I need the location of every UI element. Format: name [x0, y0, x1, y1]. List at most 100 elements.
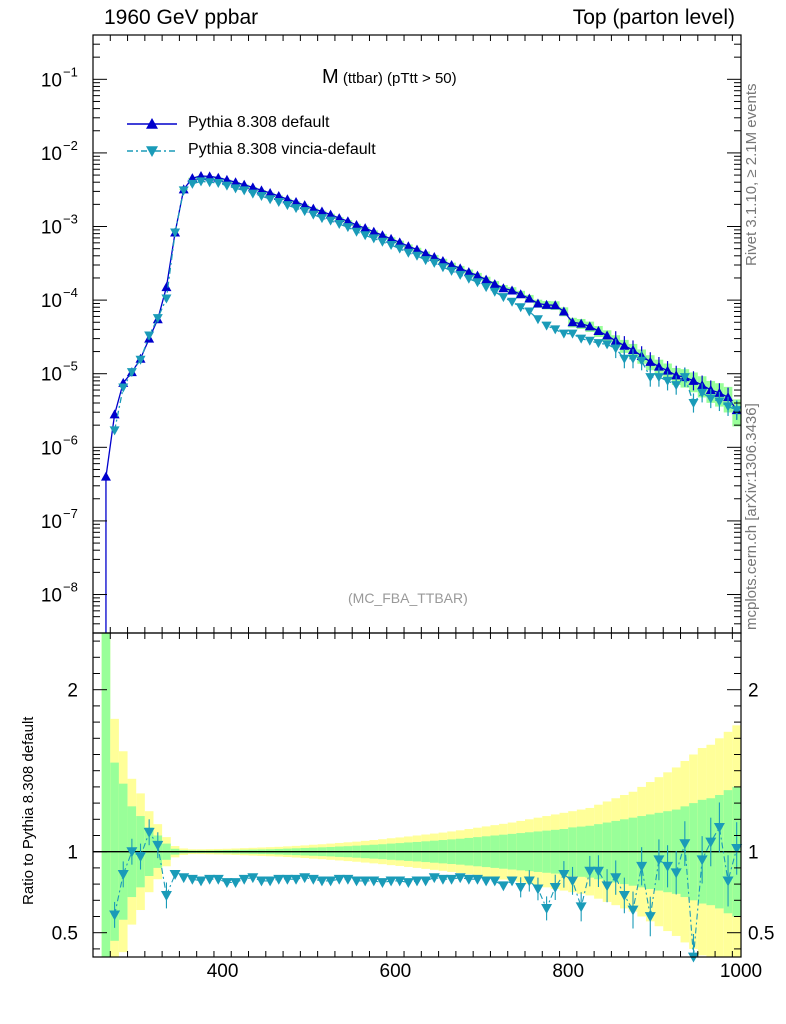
- series-default-line: [105, 175, 738, 477]
- ratio-vincia-point: [592, 866, 604, 877]
- series-default-point: [558, 306, 569, 316]
- series-default-point: [472, 270, 483, 280]
- y-tick-label: 10: [41, 70, 62, 91]
- ratio-vincia-point: [376, 878, 388, 888]
- series-vincia-point: [221, 181, 232, 191]
- ratio-vincia-point: [705, 837, 717, 848]
- series-vincia-point: [558, 329, 569, 339]
- ratio-y-tick-label-right: 2: [748, 681, 759, 702]
- ratio-vincia-point: [463, 874, 475, 885]
- ratio-vincia-point: [109, 910, 121, 921]
- ratio-vincia-point: [610, 873, 622, 884]
- y-tick-exponent: −4: [63, 285, 78, 300]
- ratio-vincia-point: [307, 874, 319, 885]
- ratio-vincia-point: [333, 874, 345, 885]
- series-vincia-point: [420, 256, 431, 266]
- ratio-vincia-point: [169, 869, 181, 880]
- series-default-point: [100, 471, 111, 481]
- ratio-vincia-point: [584, 866, 596, 877]
- y-tick-label: 10: [41, 291, 62, 312]
- ratio-vincia-point: [290, 874, 302, 885]
- ratio-y-tick-label-right: 0.5: [748, 924, 774, 945]
- series-vincia-point: [316, 214, 327, 224]
- plot-title-main: M: [322, 66, 339, 88]
- ratio-vincia-point: [255, 876, 267, 887]
- series-vincia-point: [239, 186, 250, 196]
- series-vincia-point: [178, 186, 189, 196]
- series-vincia-point: [576, 334, 587, 344]
- series-vincia-point: [265, 195, 276, 205]
- ratio-y-tick-label-left: 1: [67, 843, 78, 864]
- series-default-point: [291, 197, 302, 207]
- ratio-vincia-point: [186, 874, 198, 885]
- series-default-point: [645, 356, 656, 366]
- ratio-vincia-point: [523, 876, 535, 887]
- series-default-point: [532, 298, 543, 308]
- ratio-vincia-point: [402, 878, 414, 888]
- x-tick-label: 600: [380, 961, 412, 982]
- series-vincia-point: [360, 231, 371, 241]
- series-default-point: [481, 274, 492, 284]
- y-tick-label: 10: [41, 586, 62, 607]
- ratio-vincia-point: [359, 876, 371, 887]
- y-tick-exponent: −7: [63, 506, 78, 521]
- series-vincia-point: [118, 383, 129, 393]
- series-default-point: [688, 375, 699, 385]
- ratio-vincia-point: [238, 874, 250, 885]
- y-tick-exponent: −6: [63, 432, 78, 447]
- x-tick-label: 1000: [720, 961, 762, 982]
- series-vincia-point: [731, 406, 742, 416]
- ratio-vincia-point: [126, 847, 138, 858]
- series-default-point: [247, 182, 258, 192]
- series-default-point: [515, 289, 526, 299]
- header-right-label: Top (parton level): [572, 6, 735, 29]
- ratio-vincia-point: [135, 852, 147, 863]
- ratio-vincia-point: [273, 874, 285, 885]
- ratio-vincia-point: [195, 876, 207, 887]
- series-vincia-point: [679, 373, 690, 383]
- ratio-vincia-point: [152, 840, 164, 851]
- ratio-vincia-point: [160, 891, 172, 901]
- series-default-point: [394, 237, 405, 247]
- series-default-point: [316, 206, 327, 216]
- series-vincia-point: [532, 315, 543, 325]
- y-tick-exponent: −3: [63, 212, 78, 227]
- ratio-vincia-point: [264, 876, 276, 887]
- ratio-vincia-point: [471, 874, 483, 885]
- series-vincia-point: [463, 274, 474, 284]
- ratio-vincia-point: [394, 876, 406, 887]
- series-vincia-point: [135, 355, 146, 365]
- series-vincia-point: [325, 216, 336, 226]
- ratio-y-axis-label: Ratio to Pythia 8.308 default: [20, 716, 37, 905]
- ratio-vincia-point: [454, 873, 466, 884]
- series-default-point: [429, 252, 440, 262]
- ratio-vincia-point: [368, 876, 380, 887]
- ratio-vincia-point: [575, 902, 587, 913]
- series-default-point: [498, 283, 509, 293]
- ratio-vincia-point: [212, 874, 224, 885]
- x-tick-label: 800: [552, 961, 584, 982]
- ratio-vincia-point: [411, 876, 423, 887]
- ratio-vincia-point: [515, 882, 527, 893]
- series-vincia-point: [394, 244, 405, 254]
- series-vincia-point: [697, 388, 708, 398]
- legend-entry-default: Pythia 8.308 default: [188, 114, 330, 131]
- series-vincia-point: [645, 373, 656, 383]
- analysis-tag: (MC_FBA_TTBAR): [348, 590, 468, 606]
- ratio-vincia-point: [428, 873, 440, 884]
- ratio-vincia-point: [420, 876, 432, 887]
- ratio-vincia-point: [281, 874, 293, 885]
- series-vincia-point: [550, 325, 561, 335]
- ratio-vincia-point: [653, 855, 665, 866]
- series-vincia-point: [204, 178, 215, 188]
- series-vincia-point: [636, 356, 647, 366]
- series-vincia-point: [256, 191, 267, 201]
- ratio-vincia-point: [247, 873, 259, 884]
- plot-title-sub: (ttbar) (pTtt > 50): [338, 70, 457, 87]
- ratio-vincia-point: [541, 904, 553, 914]
- series-default-point: [593, 326, 604, 336]
- y-tick-label: 10: [41, 218, 62, 239]
- y-tick-label: 10: [41, 438, 62, 459]
- series-default-point: [351, 219, 362, 229]
- series-vincia-point: [161, 294, 172, 304]
